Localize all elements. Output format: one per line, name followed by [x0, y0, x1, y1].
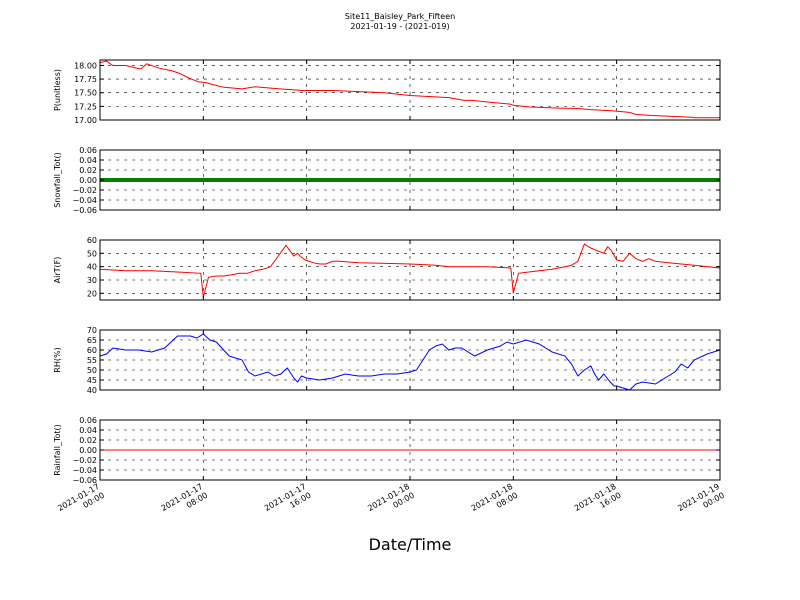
y-tick-label: 0.04: [79, 156, 97, 165]
y-tick-label: 0.00: [79, 176, 97, 185]
y-axis-label: Snowfall_Tot(): [53, 152, 62, 208]
y-tick-label: 0.02: [79, 436, 97, 445]
chart-subtitle: 2021-01-19 - (2021-019): [350, 22, 449, 31]
y-axis-label: AirT(F): [53, 257, 62, 284]
y-tick-label: 17.75: [74, 75, 97, 84]
y-tick-label: 20: [87, 289, 97, 298]
y-tick-label: 18.00: [74, 61, 97, 70]
y-axis-label: RH(%): [53, 347, 62, 372]
y-tick-label: 65: [87, 336, 97, 345]
x-axis-label: Date/Time: [369, 535, 452, 554]
panel-1: 17.00 17.25 17.50 17.75 18.00 P(unitless): [53, 59, 721, 125]
y-tick-label: −0.02: [72, 186, 97, 195]
y-axis-label: P(unitless): [53, 69, 62, 111]
y-tick-label: 0.00: [79, 446, 97, 455]
y-tick-label: 50: [87, 366, 97, 375]
y-tick-label: 45: [87, 376, 97, 385]
y-tick-label: −0.04: [72, 466, 97, 475]
y-tick-label: 0.02: [79, 166, 97, 175]
chart-title: Site11_Baisley_Park_Fifteen: [345, 12, 455, 21]
panel-2: −0.06−0.04−0.020.000.020.040.06 Snowfall_…: [53, 146, 721, 215]
y-tick-label: 40: [87, 386, 97, 395]
series-line: [99, 243, 721, 298]
y-tick-label: −0.04: [72, 196, 97, 205]
y-tick-label: 17.25: [74, 102, 97, 111]
panels: 17.00 17.25 17.50 17.75 18.00 P(unitless) −0.0…: [53, 59, 721, 485]
y-tick-label: 0.06: [79, 416, 97, 425]
series-line: [99, 333, 721, 391]
y-tick-label: 17.50: [74, 89, 97, 98]
y-tick-label: 17.00: [74, 116, 97, 125]
y-tick-label: 55: [87, 356, 97, 365]
y-tick-label: −0.02: [72, 456, 97, 465]
y-tick-label: 40: [87, 263, 97, 272]
y-tick-label: −0.06: [72, 206, 97, 215]
y-axis-label: Rainfall_Tot(): [53, 424, 62, 476]
panel-3: 20 30 40 50 60 AirT(F): [53, 236, 721, 301]
y-tick-label: 70: [87, 326, 97, 335]
series-line: [99, 60, 720, 119]
y-tick-label: −0.06: [72, 476, 97, 485]
y-tick-label: 60: [87, 236, 97, 245]
y-tick-label: 50: [87, 249, 97, 258]
y-tick-label: 0.04: [79, 426, 97, 435]
y-tick-label: 0.06: [79, 146, 97, 155]
y-tick-label: 60: [87, 346, 97, 355]
y-tick-label: 30: [87, 276, 97, 285]
panel-5: −0.06−0.04−0.020.000.020.040.06 Rainfall_…: [53, 416, 721, 485]
